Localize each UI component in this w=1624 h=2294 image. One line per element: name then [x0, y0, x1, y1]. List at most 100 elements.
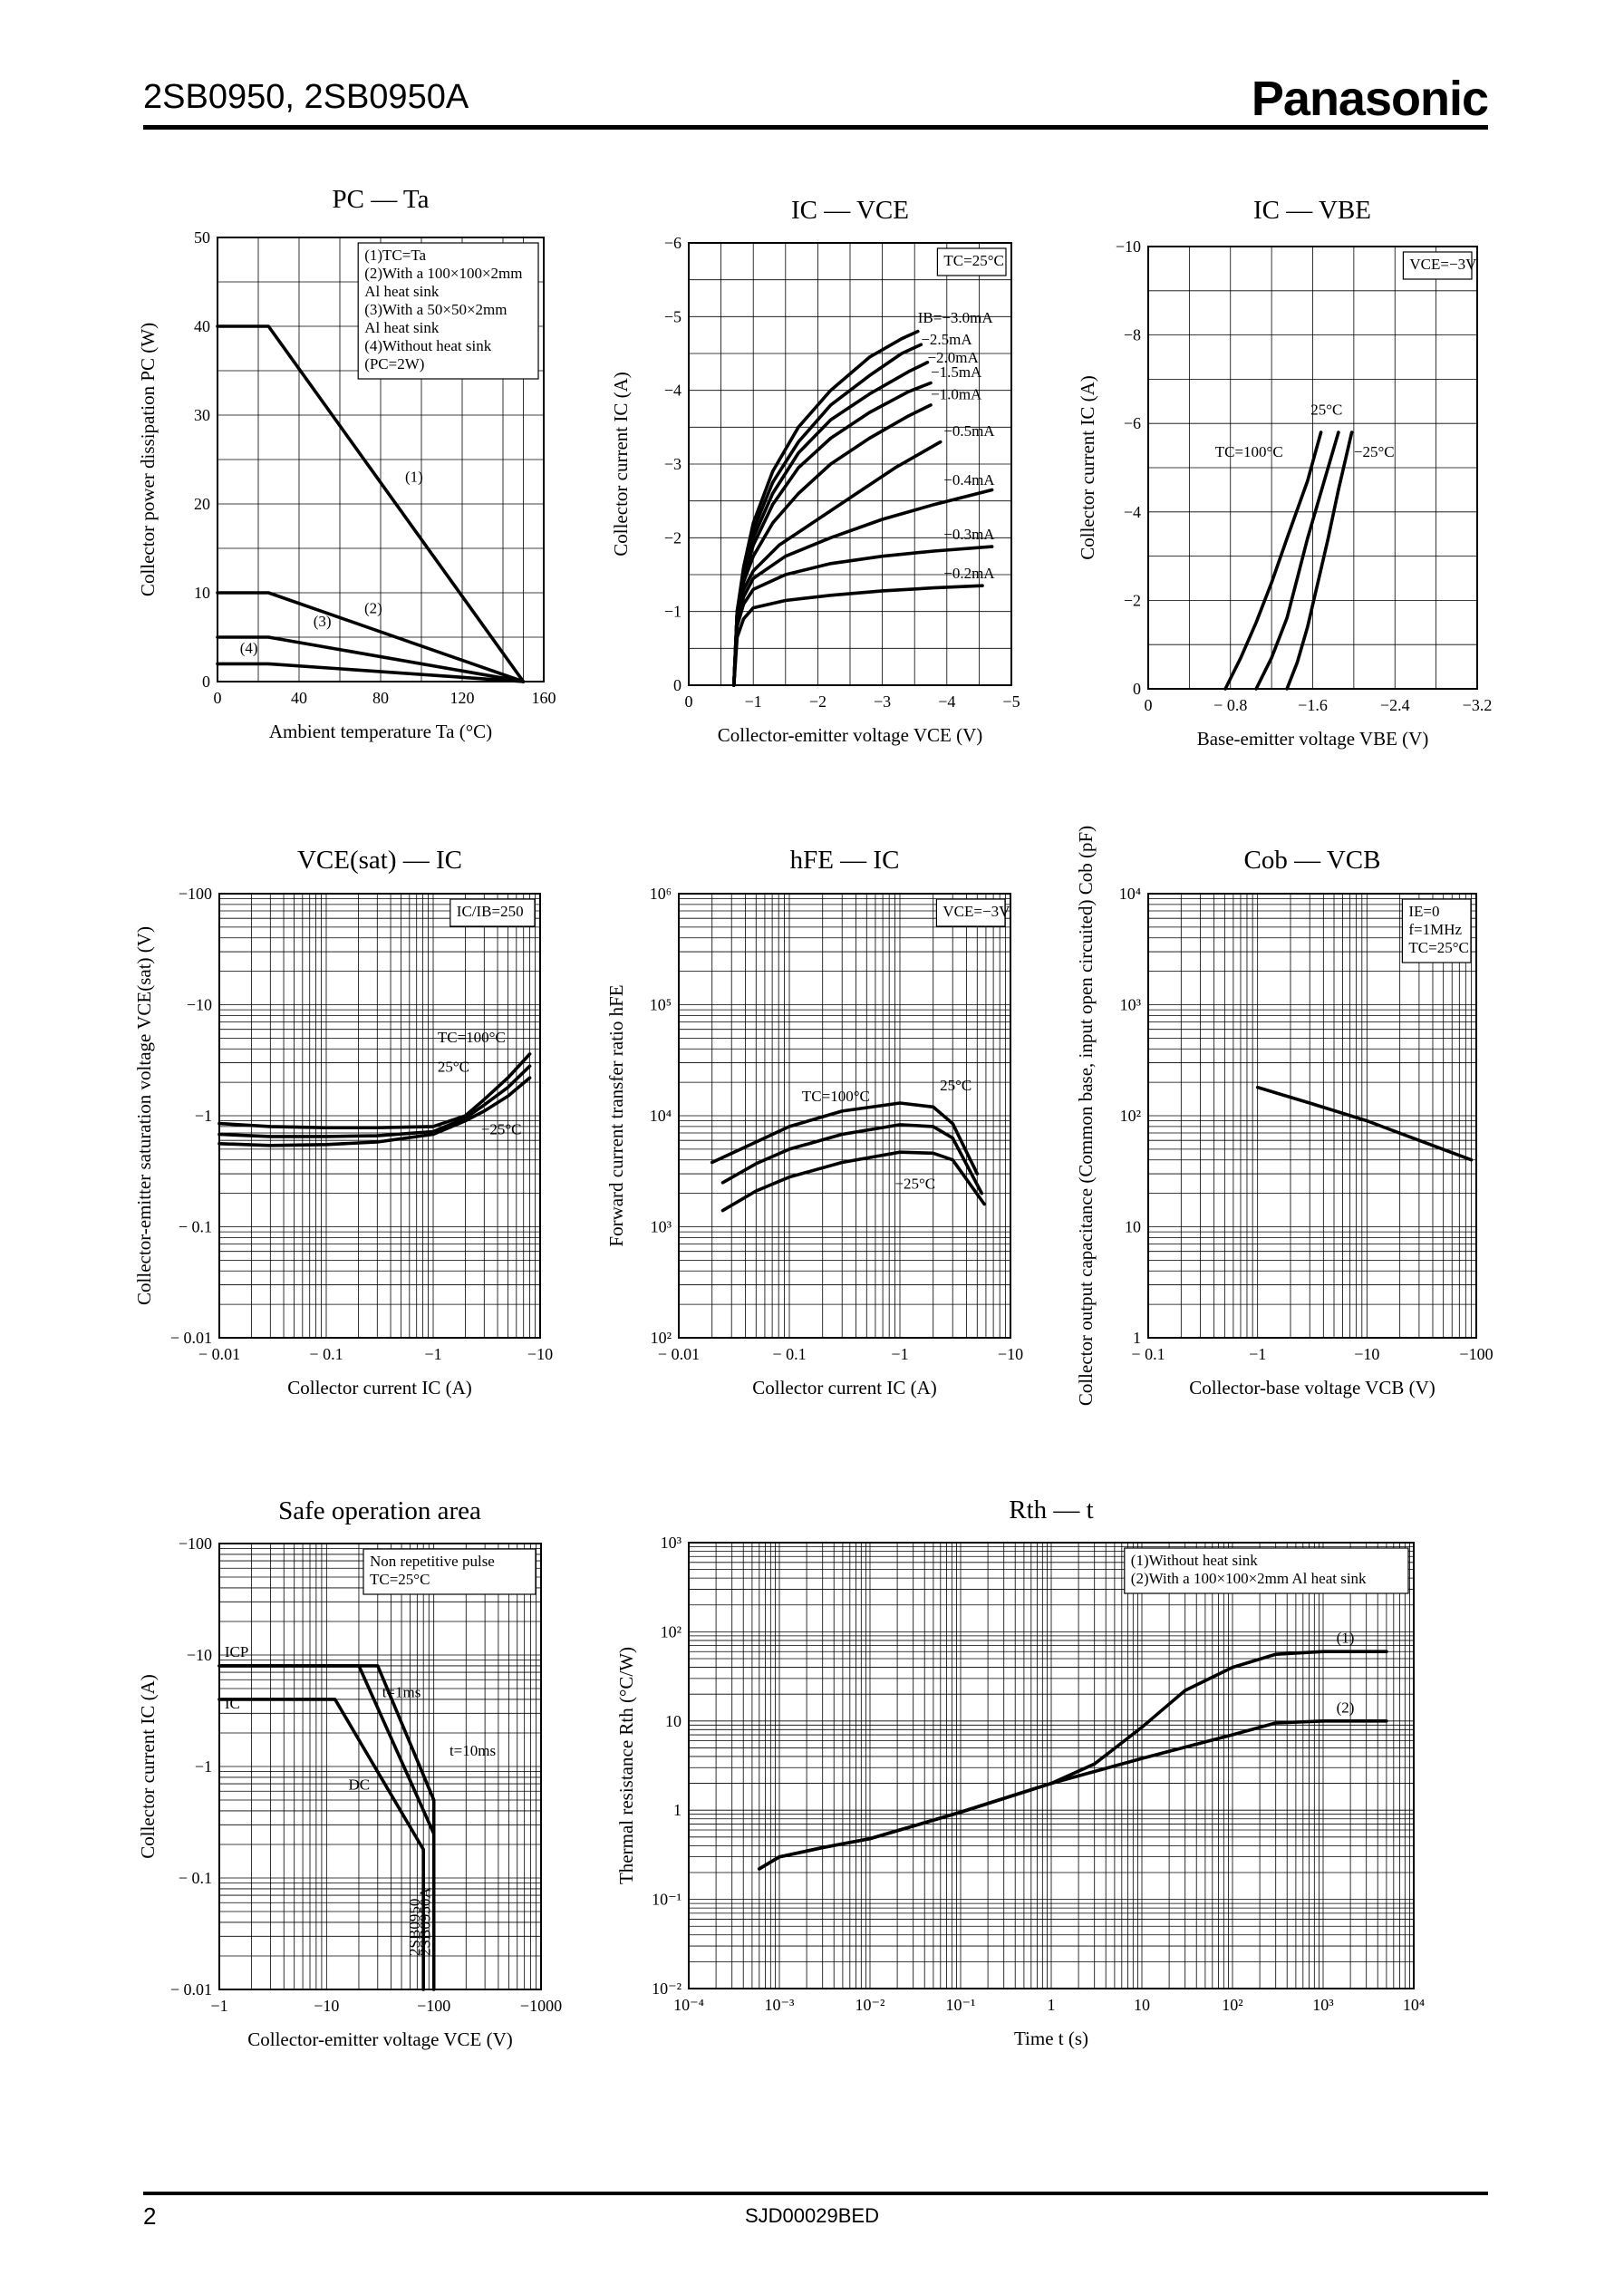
y-tick-label: −4	[1124, 503, 1141, 521]
footer-rule	[143, 2192, 1488, 2195]
legend-text: (PC=2W)	[364, 355, 424, 373]
x-tick-label: −100	[1459, 1345, 1493, 1363]
y-tick-label: 10⁵	[650, 996, 672, 1014]
legend-text: Al heat sink	[364, 283, 440, 300]
y-tick-label: −6	[1124, 414, 1141, 432]
chart-ic-vce: 0 −1 −2 −3 −4 −5 0 −1 −2 −3 −4 −5 −6 IC — VCE Collecto…	[610, 196, 1020, 746]
page-number: 2	[143, 2202, 157, 2230]
x-tick-label: 10⁻⁴	[673, 1996, 704, 2014]
y-axis-label: Thermal resistance Rth (°C/W)	[615, 1647, 637, 1884]
y-tick-label: −4	[664, 382, 682, 400]
x-tick-label: 0	[685, 692, 693, 711]
series-line-0-2ma	[731, 584, 984, 687]
y-tick-label: −3	[664, 455, 682, 473]
legend-box: VCE=−3V	[935, 898, 1010, 927]
y-axis-label: Collector current IC (A)	[137, 1674, 159, 1859]
series-line-3	[216, 635, 526, 683]
x-tick-label: 160	[532, 689, 556, 707]
legend-text: VCE=−3V	[1409, 256, 1477, 273]
series-line-1-5ma	[731, 381, 933, 687]
x-tick-label: 1	[1048, 1996, 1056, 2014]
curve-label-ic: IC	[225, 1695, 240, 1712]
legend-text: IC/IB=250	[457, 903, 524, 920]
series-line-25-c	[218, 1064, 532, 1138]
curve-label-25-c: −25°C	[481, 1121, 522, 1138]
series-line-25-c	[720, 1150, 986, 1213]
legend-frame	[1124, 1547, 1409, 1594]
curve-label-2: (2)	[1337, 1699, 1355, 1716]
curve-label-t-1ms: t=1ms	[382, 1683, 421, 1700]
legend-text: Non repetitive pulse	[370, 1553, 495, 1570]
y-tick-label: −5	[664, 307, 682, 325]
y-axis-label: Collector-emitter saturation voltage VCE…	[133, 926, 155, 1305]
x-tick-label: −1	[1249, 1345, 1266, 1363]
y-tick-label: 10³	[651, 1218, 672, 1236]
x-tick-label: −10	[527, 1345, 553, 1363]
plot-frame	[218, 893, 541, 1339]
series-line-tc-100-c	[710, 1101, 980, 1176]
legend-text: TC=25°C	[1408, 939, 1468, 956]
chart-vcesat-ic: − 0.01 − 0.1 −1 −10 − 0.01 − 0.1 −1 −10 −100 VCE(…	[133, 846, 553, 1399]
x-tick-label: − 0.01	[198, 1345, 240, 1363]
y-tick-label: 1	[673, 1801, 682, 1819]
x-tick-label: − 0.1	[772, 1345, 806, 1363]
series-line-1	[758, 1650, 1388, 1871]
x-tick-label: 10⁴	[1403, 1996, 1425, 2014]
y-tick-label: 10³	[661, 1534, 682, 1552]
x-tick-label: −1000	[520, 1997, 562, 2015]
x-tick-label: −2	[809, 692, 826, 711]
plot-frame	[218, 1543, 542, 1990]
x-tick-label: −10	[998, 1345, 1023, 1363]
curve-label-4: (4)	[240, 640, 258, 657]
x-tick-label: −1.6	[1298, 696, 1328, 714]
y-tick-label: 0	[673, 676, 682, 694]
curve-label-2: (2)	[364, 600, 382, 617]
x-tick-label: 10⁻²	[856, 1996, 885, 2014]
chart-title: hFE — IC	[790, 846, 900, 875]
chart-cob-vcb: − 0.1 −1 −10 −100 1 10 10² 10³ 10⁴ Cob — VCB Colle…	[1075, 826, 1494, 1406]
y-tick-label: 40	[194, 317, 210, 335]
x-tick-label: −10	[314, 1997, 339, 2015]
y-tick-label: 10⁻²	[652, 1979, 682, 1998]
legend-frame	[450, 898, 536, 927]
y-tick-label: 30	[194, 406, 210, 424]
x-tick-label: −1	[891, 1345, 908, 1363]
curve-label-2sb0950a: 2SB0950A	[417, 1887, 434, 1956]
document-code: SJD00029BED	[745, 2204, 879, 2227]
y-tick-label: − 0.1	[179, 1869, 212, 1887]
x-tick-label: −1	[745, 692, 762, 711]
chart-title: Cob — VCB	[1244, 846, 1381, 875]
x-tick-label: −3	[874, 692, 891, 711]
y-tick-label: 0	[202, 673, 210, 691]
document-title: 2SB0950, 2SB0950A	[143, 78, 469, 116]
chart-hfe-ic: − 0.01 − 0.1 −1 −10 10² 10³ 10⁴ 10⁵ 10⁶ hFE — IC C…	[605, 846, 1023, 1399]
series-line-t-10ms	[218, 1664, 436, 1835]
x-tick-label: 40	[291, 689, 307, 707]
x-tick-label: − 0.01	[658, 1345, 700, 1363]
x-tick-label: − 0.1	[1131, 1345, 1165, 1363]
x-tick-label: −1	[210, 1997, 227, 2015]
y-tick-label: 10²	[661, 1622, 682, 1641]
x-tick-label: −100	[417, 1997, 450, 2015]
chart-title: Safe operation area	[278, 1496, 481, 1525]
legend-frame	[1401, 898, 1472, 963]
curve-label-25-c: 25°C	[438, 1058, 469, 1075]
legend-box: (1)TC=Ta(2)With a 100×100×2mm Al heat si…	[357, 242, 539, 380]
curve-label-t-10ms: t=10ms	[450, 1742, 496, 1759]
y-tick-label: 10⁶	[650, 885, 672, 903]
curve-label-2sb0950: 2SB0950	[406, 1899, 423, 1956]
y-tick-label: −8	[1124, 326, 1141, 344]
y-tick-label: −2	[664, 528, 682, 547]
y-tick-label: −1	[195, 1757, 212, 1776]
x-tick-label: −3.2	[1463, 696, 1493, 714]
header-rule	[143, 125, 1488, 130]
grid	[688, 1542, 1415, 1989]
curve-label-1: (1)	[1337, 1630, 1355, 1647]
y-tick-label: 0	[1133, 680, 1141, 698]
chart-safe-operation-area: −1 −10 −100 −1000 − 0.01 − 0.1 −1 −10 −100 Safe o…	[137, 1496, 562, 2050]
y-axis-label: Forward current transfer ratio hFE	[605, 984, 627, 1246]
curve-label-2-0ma: −2.0mA	[927, 349, 979, 366]
legend-text: (2)With a 100×100×2mm Al heat sink	[1131, 1570, 1367, 1587]
x-tick-label: 10⁻¹	[946, 1996, 976, 2014]
curve-label-0-5ma: −0.5mA	[943, 422, 995, 440]
